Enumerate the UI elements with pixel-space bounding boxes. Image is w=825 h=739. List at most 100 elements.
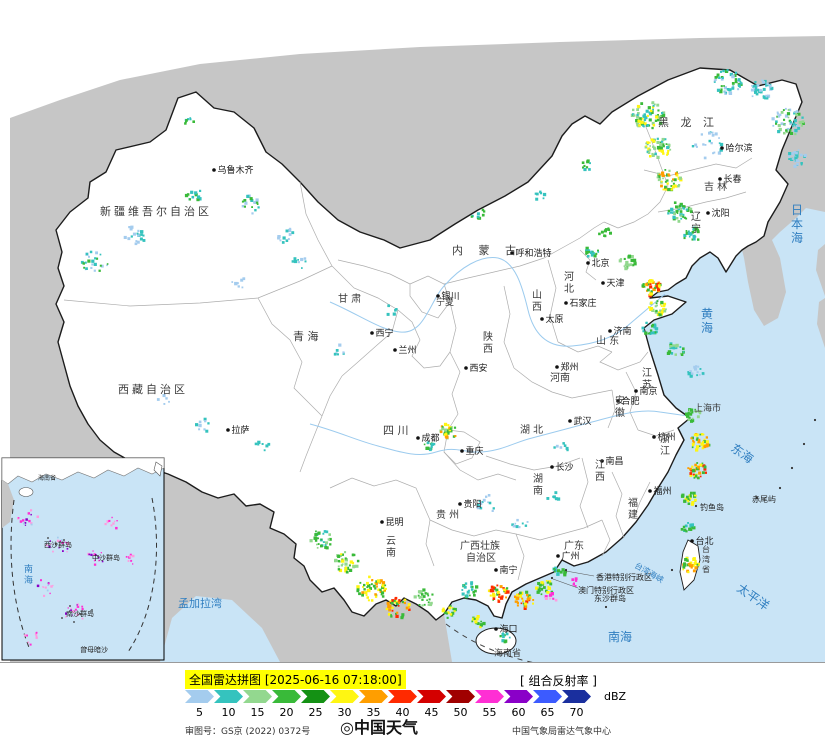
radar-echo bbox=[497, 600, 501, 603]
radar-echo bbox=[623, 265, 626, 268]
radar-echo bbox=[789, 122, 792, 125]
radar-echo bbox=[705, 440, 709, 444]
radar-echo bbox=[643, 118, 647, 122]
radar-echo bbox=[656, 103, 660, 107]
radar-echo bbox=[686, 209, 689, 212]
radar-echo bbox=[664, 180, 667, 183]
radar-echo bbox=[356, 585, 360, 589]
radar-echo bbox=[42, 586, 44, 588]
radar-echo bbox=[277, 236, 280, 240]
radar-echo bbox=[703, 156, 707, 160]
radar-echo bbox=[687, 522, 689, 524]
leader-lines bbox=[552, 570, 595, 589]
radar-echo bbox=[130, 559, 133, 562]
radar-echo bbox=[698, 438, 701, 441]
island-dot bbox=[47, 537, 49, 539]
radar-echo bbox=[588, 168, 591, 171]
radar-echo bbox=[198, 420, 202, 424]
radar-echo bbox=[344, 551, 347, 554]
radar-echo bbox=[563, 573, 567, 577]
radar-echo bbox=[667, 212, 670, 215]
radar-echo bbox=[522, 599, 525, 602]
radar-echo bbox=[666, 146, 670, 150]
radar-echo bbox=[451, 611, 455, 615]
legend-chevron bbox=[330, 690, 359, 703]
radar-echo bbox=[325, 541, 329, 545]
radar-echo bbox=[254, 209, 257, 212]
radar-echo bbox=[392, 312, 396, 316]
radar-echo bbox=[25, 518, 28, 521]
radar-echo bbox=[349, 560, 353, 564]
radar-echo bbox=[56, 539, 60, 543]
city-label: 成都 bbox=[422, 432, 440, 444]
radar-echo bbox=[36, 515, 39, 518]
radar-echo bbox=[553, 568, 556, 570]
radar-echo bbox=[168, 400, 170, 403]
radar-echo bbox=[381, 584, 385, 587]
province-label: 浙江 bbox=[660, 433, 670, 457]
legend-chevron bbox=[214, 690, 243, 703]
radar-echo bbox=[703, 467, 707, 471]
radar-echo bbox=[419, 591, 423, 594]
radar-echo bbox=[74, 608, 77, 611]
radar-echo bbox=[661, 310, 664, 314]
radar-echo bbox=[703, 464, 706, 467]
radar-echo bbox=[557, 569, 561, 573]
radar-echo bbox=[667, 143, 671, 147]
radar-echo bbox=[793, 151, 796, 154]
radar-echo bbox=[648, 148, 652, 152]
legend-values: 5 10 15 20 25 30 35 40 45 50 55 60 65 70 bbox=[185, 706, 591, 719]
inset-taiwan bbox=[153, 461, 163, 477]
radar-echo bbox=[501, 595, 504, 598]
radar-echo bbox=[243, 199, 247, 202]
radar-echo bbox=[496, 592, 500, 596]
radar-echo bbox=[653, 325, 657, 328]
radar-echo bbox=[638, 117, 642, 121]
radar-echo bbox=[648, 118, 652, 122]
legend-chevron bbox=[243, 690, 272, 703]
radar-echo bbox=[492, 586, 496, 590]
radar-echo bbox=[555, 444, 559, 448]
radar-echo bbox=[439, 430, 443, 434]
radar-echo bbox=[694, 235, 697, 238]
legend-value: 30 bbox=[337, 706, 352, 719]
radar-echo bbox=[722, 69, 725, 73]
radar-echo bbox=[335, 349, 339, 352]
radar-echo bbox=[496, 591, 500, 594]
radar-echo bbox=[696, 374, 699, 377]
radar-echo bbox=[793, 112, 796, 115]
radar-echo bbox=[24, 524, 27, 526]
radar-echo bbox=[673, 344, 677, 348]
radar-echo bbox=[687, 500, 690, 503]
radar-echo bbox=[734, 71, 738, 74]
radar-echo bbox=[659, 121, 663, 125]
radar-echo bbox=[555, 497, 558, 501]
radar-echo bbox=[562, 442, 565, 445]
radar-echo bbox=[49, 540, 51, 542]
radar-echo bbox=[646, 141, 649, 145]
radar-echo bbox=[561, 568, 565, 572]
radar-echo bbox=[693, 476, 696, 479]
island-dot bbox=[778, 486, 782, 490]
radar-echo bbox=[398, 599, 401, 602]
radar-echo bbox=[683, 499, 687, 503]
radar-echo bbox=[384, 584, 387, 587]
radar-echo bbox=[572, 583, 575, 586]
radar-echo bbox=[698, 445, 701, 447]
radar-echo bbox=[401, 615, 404, 618]
radar-echo bbox=[487, 494, 491, 497]
radar-echo bbox=[795, 110, 799, 113]
radar-echo bbox=[524, 524, 528, 527]
radar-echo bbox=[351, 561, 355, 564]
province-label: 西藏自治区 bbox=[118, 382, 188, 396]
radar-echo bbox=[655, 309, 658, 313]
radar-echo bbox=[293, 259, 298, 264]
radar-echo bbox=[683, 205, 686, 208]
radar-echo bbox=[426, 441, 430, 445]
radar-echo bbox=[26, 634, 28, 637]
radar-echo bbox=[684, 497, 688, 501]
radar-echo bbox=[451, 606, 454, 609]
radar-echo bbox=[337, 560, 340, 563]
radar-echo bbox=[376, 585, 378, 588]
radar-echo bbox=[687, 418, 691, 421]
